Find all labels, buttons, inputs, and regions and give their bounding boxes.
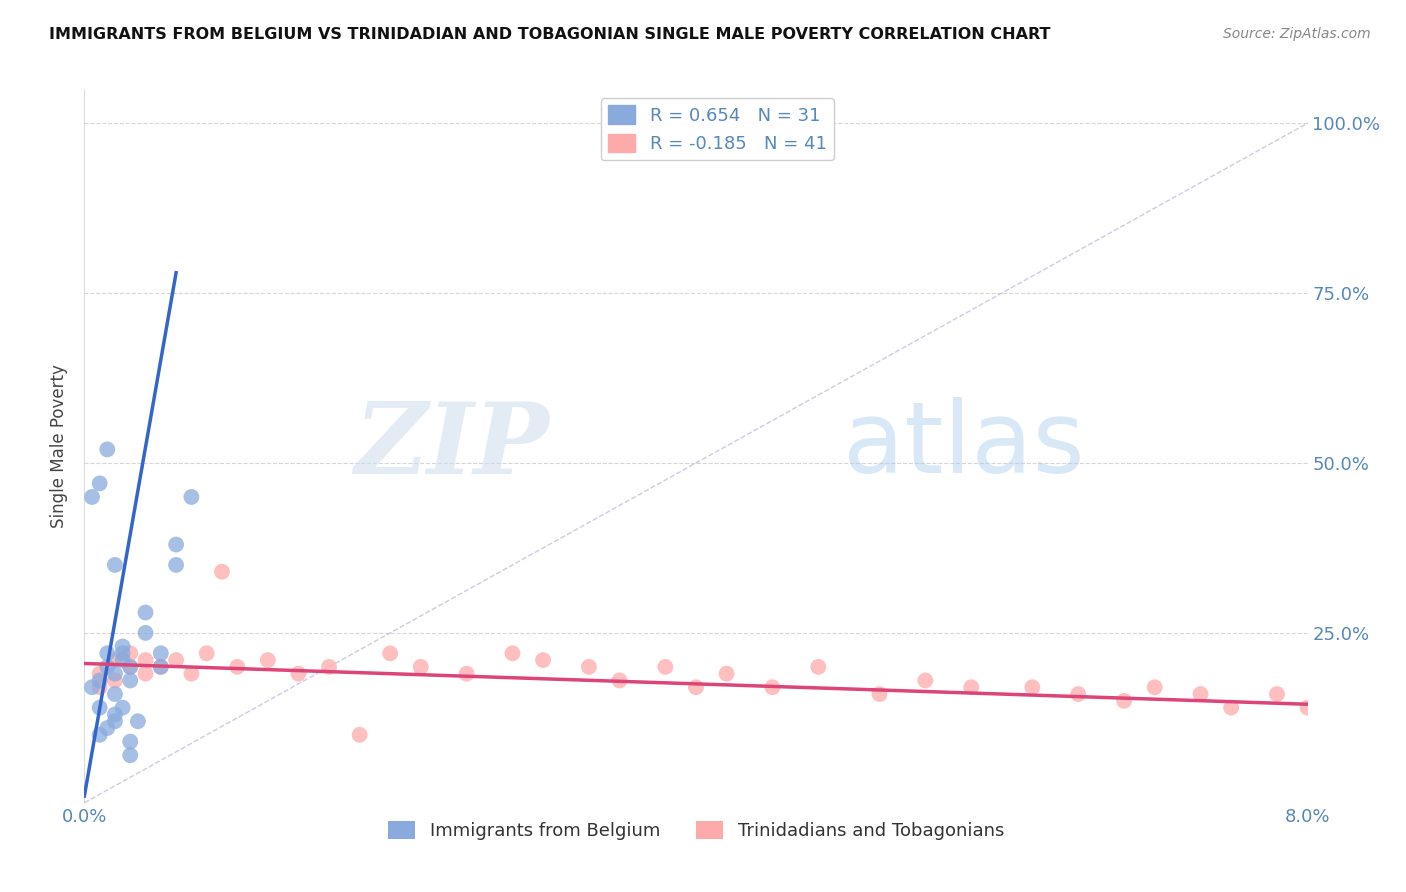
- Point: [135, 653, 157, 667]
- Point: [180, 666, 202, 681]
- Point: [1189, 687, 1212, 701]
- Point: [89, 728, 111, 742]
- Point: [287, 666, 309, 681]
- Point: [104, 687, 127, 701]
- Point: [165, 537, 187, 551]
- Point: [96, 646, 118, 660]
- Point: [104, 558, 127, 572]
- Point: [104, 707, 127, 722]
- Point: [1220, 700, 1243, 714]
- Point: [96, 721, 118, 735]
- Point: [104, 653, 127, 667]
- Point: [104, 666, 127, 681]
- Y-axis label: Single Male Poverty: Single Male Poverty: [51, 364, 69, 528]
- Text: Source: ZipAtlas.com: Source: ZipAtlas.com: [1223, 27, 1371, 41]
- Point: [914, 673, 936, 688]
- Point: [960, 680, 983, 694]
- Point: [456, 666, 478, 681]
- Text: ZIP: ZIP: [354, 398, 550, 494]
- Point: [135, 606, 157, 620]
- Point: [409, 660, 432, 674]
- Point: [807, 660, 830, 674]
- Point: [96, 442, 118, 457]
- Point: [111, 700, 134, 714]
- Point: [349, 728, 371, 742]
- Point: [120, 660, 142, 674]
- Point: [195, 646, 218, 660]
- Point: [869, 687, 891, 701]
- Point: [1114, 694, 1136, 708]
- Point: [120, 646, 142, 660]
- Point: [104, 714, 127, 729]
- Text: atlas: atlas: [842, 398, 1084, 494]
- Point: [135, 626, 157, 640]
- Point: [1296, 700, 1319, 714]
- Point: [531, 653, 554, 667]
- Point: [716, 666, 738, 681]
- Point: [1067, 687, 1090, 701]
- Point: [89, 673, 111, 688]
- Point: [380, 646, 402, 660]
- Point: [609, 673, 631, 688]
- Point: [104, 673, 127, 688]
- Point: [89, 666, 111, 681]
- Point: [120, 734, 142, 748]
- Text: IMMIGRANTS FROM BELGIUM VS TRINIDADIAN AND TOBAGONIAN SINGLE MALE POVERTY CORREL: IMMIGRANTS FROM BELGIUM VS TRINIDADIAN A…: [49, 27, 1050, 42]
- Point: [149, 660, 172, 674]
- Point: [165, 558, 187, 572]
- Point: [80, 680, 103, 694]
- Point: [1021, 680, 1043, 694]
- Point: [89, 700, 111, 714]
- Point: [578, 660, 600, 674]
- Point: [80, 490, 103, 504]
- Point: [502, 646, 524, 660]
- Point: [111, 640, 134, 654]
- Legend: Immigrants from Belgium, Trinidadians and Tobagonians: Immigrants from Belgium, Trinidadians an…: [381, 814, 1011, 847]
- Point: [226, 660, 249, 674]
- Point: [211, 565, 233, 579]
- Point: [149, 646, 172, 660]
- Point: [257, 653, 280, 667]
- Point: [120, 660, 142, 674]
- Point: [1143, 680, 1166, 694]
- Point: [1265, 687, 1288, 701]
- Point: [149, 660, 172, 674]
- Point: [165, 653, 187, 667]
- Point: [180, 490, 202, 504]
- Point: [89, 476, 111, 491]
- Point: [89, 680, 111, 694]
- Point: [111, 653, 134, 667]
- Point: [135, 666, 157, 681]
- Point: [318, 660, 340, 674]
- Point: [761, 680, 783, 694]
- Point: [685, 680, 707, 694]
- Point: [654, 660, 676, 674]
- Point: [120, 748, 142, 763]
- Point: [120, 673, 142, 688]
- Point: [111, 646, 134, 660]
- Point: [127, 714, 149, 729]
- Point: [96, 660, 118, 674]
